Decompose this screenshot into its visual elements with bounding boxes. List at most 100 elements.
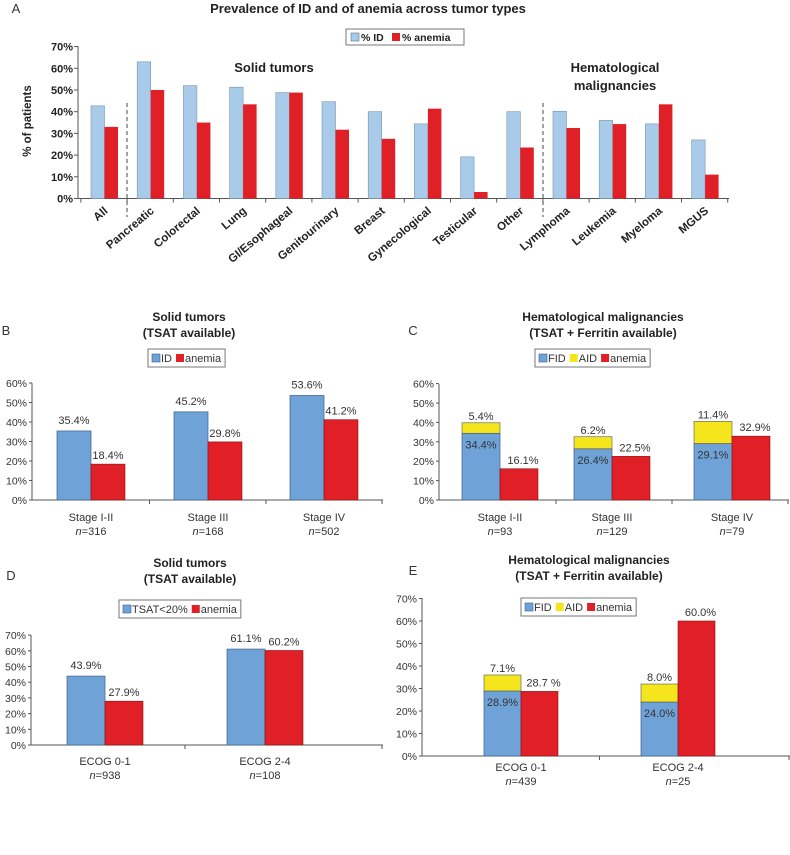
legend: % ID % anemia [345, 28, 465, 46]
n-variable: n [597, 526, 603, 538]
legend-box [534, 348, 651, 368]
legend-label-anemia: anemia [596, 602, 633, 614]
y-tick-label: 10% [413, 476, 434, 488]
y-tick-label: 40% [6, 417, 27, 429]
legend-swatch-aid [555, 603, 564, 611]
legend-label-id: % ID [361, 32, 384, 44]
chart-title: Solid tumors [153, 556, 227, 570]
x-tick-label: Colorectal [152, 205, 203, 250]
bar-anemia [90, 463, 126, 501]
y-tick-label: 30% [5, 693, 26, 705]
bar-aid [573, 436, 613, 450]
panel-label: B [2, 323, 11, 338]
n-label: n=25 [666, 776, 691, 788]
y-tick-label: 60% [413, 379, 434, 391]
bar-id-myeloma [645, 123, 660, 199]
legend-label-anemia: anemia [610, 353, 647, 365]
bar-anemia-mgus [705, 174, 719, 199]
data-label-anemia: 27.9% [108, 687, 139, 699]
x-tick-label: Myeloma [619, 205, 665, 246]
bar-id-leukemia [598, 120, 614, 199]
data-label-fid: 26.4% [577, 455, 608, 467]
bar-fid [693, 443, 733, 501]
legend: TSAT<20% anemia [118, 599, 242, 619]
y-tick-label: 20% [51, 150, 73, 162]
n-variable: n [720, 526, 726, 538]
x-tick-label: Stage IV [303, 512, 346, 524]
bar-anemia [264, 650, 304, 746]
chart-title: Prevalence of ID and of anemia across tu… [210, 1, 526, 16]
y-tick-label: 20% [413, 456, 434, 468]
data-label-id: 35.4% [58, 415, 89, 427]
x-tick-label: Lymphoma [518, 205, 573, 254]
data-label-aid: 5.4% [468, 411, 493, 423]
data-label-fid: 24.0% [644, 708, 675, 720]
bar-aid [640, 683, 679, 703]
x-tick-label: Testicular [431, 205, 480, 249]
bar-tsat [66, 675, 106, 746]
legend-label-anemia: anemia [201, 604, 238, 616]
legend-label-aid: AID [565, 602, 583, 614]
data-label-anemia: 60.2% [268, 636, 299, 648]
n-variable: n [309, 526, 315, 538]
n-value: =25 [672, 776, 691, 788]
bar-anemia-breast [381, 138, 396, 199]
n-label: n=502 [309, 526, 340, 538]
legend-swatch-id [350, 32, 360, 42]
bar-id-pancreatic [136, 61, 151, 199]
panel-label: D [6, 568, 15, 583]
data-label-aid: 7.1% [490, 663, 515, 675]
chart-title: (TSAT + Ferritin available) [529, 326, 676, 340]
panel-b: B Solid tumors (TSAT available) ID anemia 0% 1… [2, 310, 383, 538]
data-label-tsat: 43.9% [70, 660, 101, 672]
n-label: n=168 [193, 526, 224, 538]
panel-e: E Hematological malignancies (TSAT + Ferri… [396, 553, 790, 788]
n-label: n=938 [90, 770, 121, 782]
legend-swatch-anemia [176, 354, 184, 362]
y-axis-label: % of patients [22, 85, 34, 157]
y-tick-label: 40% [413, 417, 434, 429]
n-label: n=79 [720, 526, 745, 538]
y-tick-label: 10% [396, 729, 417, 741]
panel-label: A [12, 1, 21, 16]
legend-label-anemia: anemia [185, 353, 222, 365]
legend-swatch-anemia [191, 605, 200, 613]
bar-anemia-leukemia [612, 124, 627, 199]
bar-anemia [499, 468, 539, 501]
legend-swatch-fid [524, 602, 534, 612]
x-tick-label: Pancreatic [104, 205, 157, 252]
legend-swatch-tsat [122, 604, 132, 614]
bar-id [173, 411, 209, 501]
bar-aid [483, 674, 522, 692]
legend-label-fid: FID [548, 353, 566, 365]
bar-anemia [207, 441, 243, 501]
x-tick-label: ECOG 0-1 [79, 756, 130, 768]
panel-c: C Hematological malignancies (TSAT + Ferri… [408, 310, 789, 538]
y-tick-label: 10% [5, 724, 26, 736]
data-label-aid: 11.4% [698, 409, 729, 421]
y-tick-label: 10% [51, 172, 73, 184]
n-value: =168 [199, 526, 224, 538]
legend-swatch-aid [569, 354, 578, 362]
legend-swatch-anemia [601, 354, 610, 362]
n-value: =93 [494, 526, 513, 538]
y-tick-label: 50% [413, 398, 434, 410]
bar-anemia [104, 700, 144, 746]
y-tick-label: 40% [5, 677, 26, 689]
legend-box [345, 28, 465, 46]
bar-tsat [226, 648, 266, 746]
y-tick-label: 20% [396, 706, 417, 718]
bar-id [56, 430, 92, 501]
bar-id-other [506, 111, 521, 199]
data-label-tsat: 61.1% [230, 633, 261, 645]
chart-title: (TSAT available) [144, 572, 236, 586]
y-tick-label: 70% [5, 630, 26, 642]
data-label-anemia: 18.4% [92, 450, 123, 462]
legend-swatch-anemia [392, 33, 400, 41]
bar-anemia-colorectal [196, 122, 211, 199]
data-label-fid: 29.1% [697, 450, 728, 462]
n-label: n=316 [76, 526, 107, 538]
y-tick-label: 20% [6, 456, 27, 468]
panel-label: E [409, 563, 418, 578]
